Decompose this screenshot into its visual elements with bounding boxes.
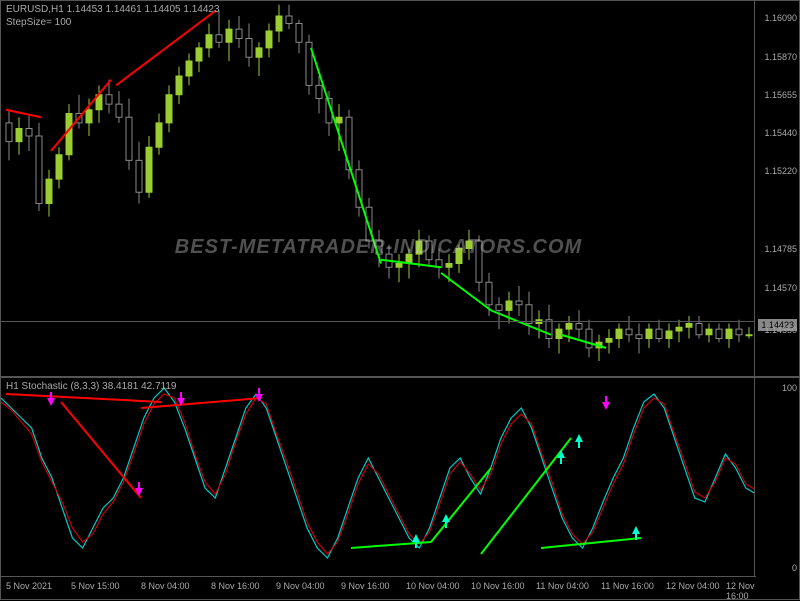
sub-chart[interactable]: H1 Stochastic (8,3,3) 38.4181 42.7119 — [1, 378, 756, 578]
main-chart[interactable]: EURUSD,H1 1.14453 1.14461 1.14405 1.1442… — [1, 1, 756, 376]
x-axis: 5 Nov 20215 Nov 15:008 Nov 04:008 Nov 16… — [1, 576, 756, 599]
y-axis-sub: 1000 — [754, 378, 799, 578]
chart-container: EURUSD,H1 1.14453 1.14461 1.14405 1.1442… — [0, 0, 800, 600]
stochastic-title: H1 Stochastic (8,3,3) 38.4181 42.7119 — [6, 381, 176, 392]
candlestick-chart — [1, 1, 756, 376]
stochastic-chart — [1, 378, 756, 578]
symbol-title: EURUSD,H1 1.14453 1.14461 1.14405 1.1442… — [6, 4, 220, 15]
price-line — [1, 321, 756, 322]
indicator-label: StepSize= 100 — [6, 17, 71, 28]
y-axis-main: 1.14423 1.160901.158701.156551.154401.15… — [754, 1, 799, 376]
